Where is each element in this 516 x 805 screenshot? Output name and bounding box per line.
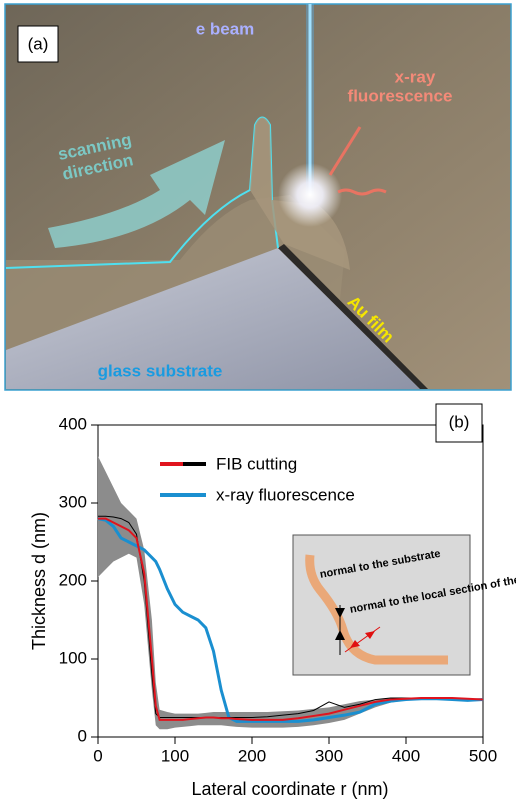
- page: (a) e beam x-ray fluorescence scanning d…: [0, 0, 516, 800]
- panel-a: (a) e beam x-ray fluorescence scanning d…: [5, 4, 511, 390]
- x-tick-label: 0: [93, 746, 102, 765]
- fluorescence-label: x-ray: [395, 67, 436, 86]
- legend-label: FIB cutting: [216, 454, 297, 473]
- x-axis-label: Lateral coordinate r (nm): [191, 779, 388, 799]
- y-tick-label: 300: [59, 492, 87, 511]
- x-tick-label: 400: [392, 746, 420, 765]
- beam-label: e beam: [196, 19, 255, 38]
- y-tick-label: 0: [78, 726, 87, 745]
- substrate-label: glass substrate: [98, 361, 223, 380]
- figure: (a) e beam x-ray fluorescence scanning d…: [0, 0, 516, 800]
- y-axis-label: Thickness d (nm): [29, 512, 49, 650]
- x-tick-label: 100: [161, 746, 189, 765]
- y-tick-label: 100: [59, 648, 87, 667]
- x-tick-label: 500: [469, 746, 497, 765]
- y-tick-label: 400: [59, 414, 87, 433]
- x-tick-label: 200: [238, 746, 266, 765]
- fluorescence-label: fluorescence: [348, 86, 453, 105]
- panel-label: (b): [449, 412, 470, 431]
- panel-label: (a): [28, 34, 49, 53]
- y-tick-label: 200: [59, 570, 87, 589]
- legend-label: x-ray fluorescence: [216, 485, 355, 504]
- x-tick-label: 300: [315, 746, 343, 765]
